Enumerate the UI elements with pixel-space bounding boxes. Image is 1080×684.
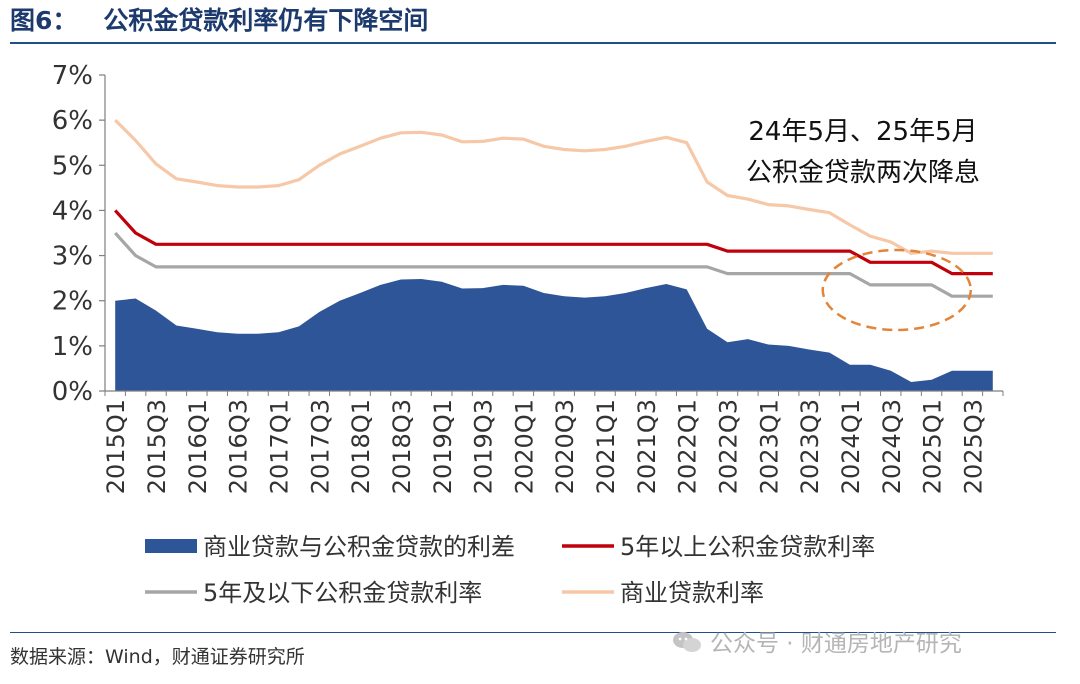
- figure-title: 图6： 公积金贷款利率仍有下降空间: [10, 2, 428, 40]
- x-tick-label: 2019Q1: [429, 399, 457, 494]
- legend-item-under5y-pf: 5年及以下公积金贷款利率: [145, 579, 482, 607]
- legend-label: 5年及以下公积金贷款利率: [203, 579, 482, 607]
- x-tick-label: 2018Q3: [388, 399, 416, 494]
- x-tick-label: 2016Q1: [184, 399, 212, 494]
- y-tick-label: 3%: [52, 242, 93, 272]
- y-tick-label: 5%: [52, 151, 93, 181]
- footer-divider: [10, 632, 1056, 633]
- source-note: 数据来源：Wind，财通证券研究所: [10, 646, 305, 668]
- x-tick-label: 2022Q3: [714, 399, 742, 494]
- annotation-line: 公积金贷款两次降息: [746, 158, 980, 188]
- y-tick-label: 6%: [52, 106, 93, 136]
- x-tick-label: 2015Q3: [143, 399, 171, 494]
- figure-label: 图6：: [10, 6, 78, 35]
- y-tick-label: 2%: [52, 287, 93, 317]
- wechat-icon: [673, 632, 701, 652]
- x-tick-label: 2017Q1: [265, 399, 293, 494]
- x-tick-label: 2022Q1: [674, 399, 702, 494]
- x-tick-label: 2024Q1: [837, 399, 865, 494]
- x-tick-label: 2023Q3: [796, 399, 824, 494]
- series-area-spread: [115, 279, 993, 391]
- highlight-ellipse: [821, 248, 972, 332]
- legend-label: 商业贷款利率: [620, 579, 764, 607]
- figure-title-text: 公积金贷款利率仍有下降空间: [103, 6, 429, 35]
- series-line-over5y-pf: [114, 209, 993, 276]
- x-tick-label: 2017Q3: [306, 399, 334, 494]
- x-tick-label: 2023Q1: [755, 399, 783, 494]
- x-tick-label: 2021Q3: [633, 399, 661, 494]
- x-tick-label: 2020Q3: [551, 399, 579, 494]
- series-line-under5y-pf: [114, 231, 993, 298]
- legend-item-commercial: 商业贷款利率: [562, 579, 764, 607]
- legend-label: 5年以上公积金贷款利率: [620, 533, 875, 561]
- legend-label: 商业贷款与公积金贷款的利差: [203, 533, 515, 561]
- y-tick-label: 4%: [52, 196, 93, 226]
- x-tick-label: 2016Q3: [225, 399, 253, 494]
- annotation-text: 24年5月、25年5月公积金贷款两次降息: [746, 117, 980, 188]
- x-tick-label: 2025Q1: [919, 399, 947, 494]
- legend-item-over5y-pf: 5年以上公积金贷款利率: [562, 533, 875, 561]
- watermark: 公众号 · 财通房地产研究: [672, 624, 962, 658]
- title-divider: [10, 42, 1056, 44]
- legend-swatch: [145, 539, 197, 553]
- annotation-line: 24年5月、25年5月: [748, 117, 977, 147]
- x-tick-label: 2018Q1: [347, 399, 375, 494]
- x-tick-label: 2024Q3: [878, 399, 906, 494]
- x-tick-label: 2025Q3: [959, 399, 987, 494]
- series-line-commercial: [114, 118, 993, 255]
- y-tick-label: 7%: [52, 61, 93, 91]
- y-tick-label: 1%: [52, 332, 93, 362]
- x-tick-label: 2019Q3: [470, 399, 498, 494]
- legend-item-spread: 商业贷款与公积金贷款的利差: [145, 533, 515, 561]
- chart: 0% 1% 2% 3% 4% 5% 6% 7% 2015Q1 2015Q3 2016Q1 2016Q3…: [52, 61, 1004, 607]
- watermark-text: 公众号 · 财通房地产研究: [710, 631, 962, 657]
- x-tick-label: 2021Q1: [592, 399, 620, 494]
- y-tick-label: 0%: [52, 377, 93, 407]
- x-tick-label: 2015Q1: [102, 399, 130, 494]
- x-tick-label: 2020Q1: [510, 399, 538, 494]
